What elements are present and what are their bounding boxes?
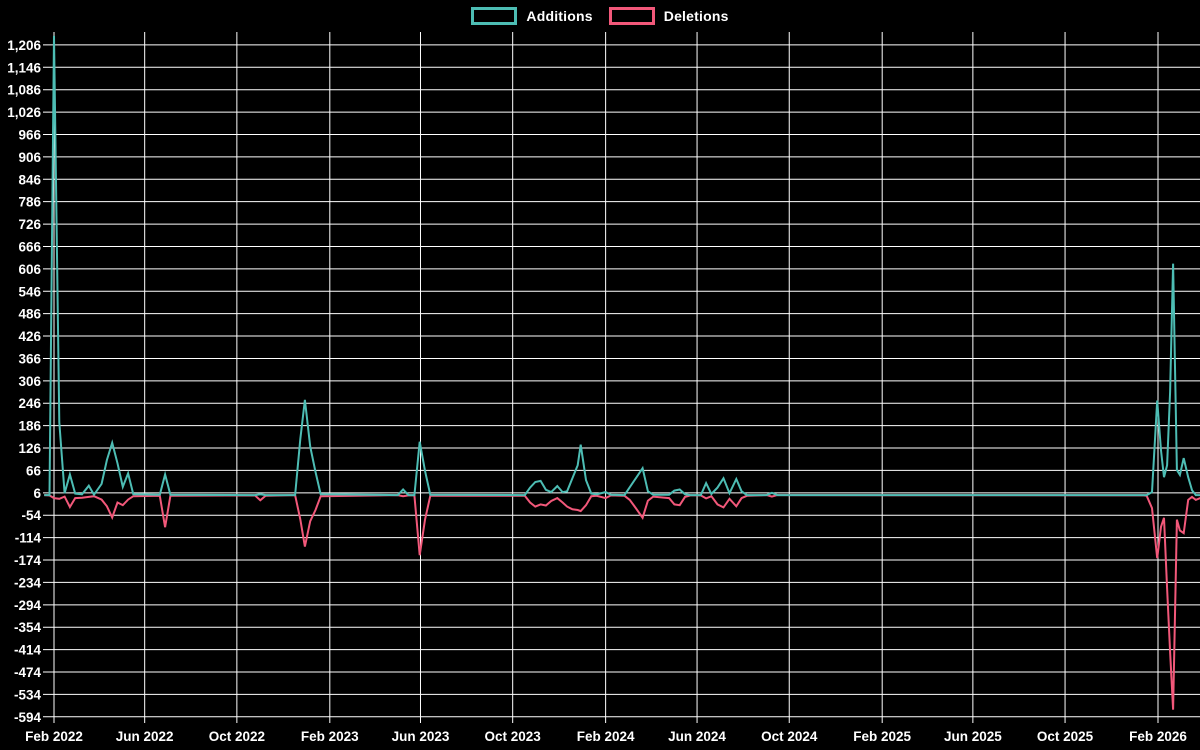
x-tick-label: Feb 2025 bbox=[853, 729, 911, 744]
y-tick-label: 426 bbox=[18, 329, 41, 344]
y-tick-label: 366 bbox=[18, 351, 41, 366]
deletions-line bbox=[44, 494, 1200, 710]
y-tick-label: 6 bbox=[33, 486, 41, 501]
x-tick-label: Oct 2024 bbox=[761, 729, 818, 744]
y-tick-label: -174 bbox=[14, 553, 42, 568]
x-tick-label: Feb 2023 bbox=[301, 729, 359, 744]
x-tick-label: Feb 2026 bbox=[1129, 729, 1187, 744]
y-tick-label: -354 bbox=[14, 620, 42, 635]
y-tick-label: 186 bbox=[18, 419, 41, 434]
x-tick-label: Feb 2024 bbox=[577, 729, 635, 744]
y-tick-label: 786 bbox=[18, 195, 41, 210]
x-tick-label: Jun 2024 bbox=[668, 729, 726, 744]
additions-swatch-icon bbox=[471, 7, 518, 25]
x-tick-label: Oct 2023 bbox=[485, 729, 542, 744]
y-tick-label: -294 bbox=[14, 598, 42, 613]
additions-line bbox=[44, 35, 1200, 497]
y-tick-label: 1,146 bbox=[7, 60, 41, 75]
x-tick-label: Oct 2025 bbox=[1037, 729, 1094, 744]
y-tick-label: 306 bbox=[18, 374, 41, 389]
y-tick-label: 246 bbox=[18, 396, 41, 411]
y-tick-label: -414 bbox=[14, 643, 42, 658]
y-tick-label: -594 bbox=[14, 710, 42, 725]
y-tick-label: 966 bbox=[18, 127, 41, 142]
y-tick-label: 126 bbox=[18, 441, 41, 456]
y-tick-label: 726 bbox=[18, 217, 41, 232]
y-tick-label: 486 bbox=[18, 307, 41, 322]
y-tick-label: -474 bbox=[14, 665, 42, 680]
x-tick-label: Jun 2025 bbox=[944, 729, 1002, 744]
x-tick-label: Jun 2023 bbox=[392, 729, 450, 744]
legend-item-deletions[interactable]: Deletions bbox=[608, 7, 729, 25]
chart-legend: Additions Deletions bbox=[0, 7, 1200, 25]
y-tick-label: 546 bbox=[18, 284, 41, 299]
y-tick-label: 66 bbox=[26, 463, 42, 478]
legend-item-additions[interactable]: Additions bbox=[471, 7, 593, 25]
y-tick-label: 906 bbox=[18, 150, 41, 165]
y-tick-label: 606 bbox=[18, 262, 41, 277]
y-tick-label: 846 bbox=[18, 172, 41, 187]
y-tick-label: 1,086 bbox=[7, 83, 41, 98]
y-tick-label: -234 bbox=[14, 575, 42, 590]
y-tick-label: -114 bbox=[15, 531, 42, 546]
legend-label-deletions: Deletions bbox=[663, 8, 729, 24]
x-tick-label: Oct 2022 bbox=[209, 729, 265, 744]
legend-label-additions: Additions bbox=[526, 8, 593, 24]
y-tick-label: -54 bbox=[21, 508, 41, 523]
y-tick-label: 666 bbox=[18, 239, 41, 254]
y-tick-label: 1,206 bbox=[7, 38, 41, 53]
x-tick-label: Feb 2022 bbox=[25, 729, 83, 744]
deletions-swatch-icon bbox=[608, 7, 655, 25]
y-tick-label: 1,026 bbox=[7, 105, 41, 120]
x-tick-label: Jun 2022 bbox=[116, 729, 174, 744]
y-tick-label: -534 bbox=[14, 687, 42, 702]
